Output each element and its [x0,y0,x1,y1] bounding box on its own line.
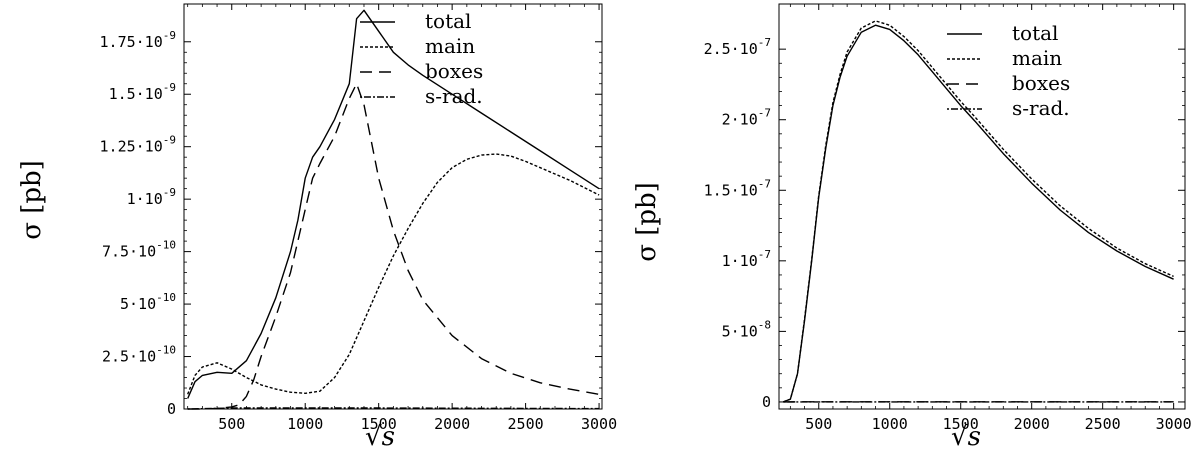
y-tick-exponent: -7 [758,177,771,190]
legend-label: main [425,34,475,58]
x-tick-label: 1500 [361,415,397,433]
x-tick-label: 1000 [287,415,323,433]
y-tick-exponent: -7 [758,36,771,49]
y-tick-exponent: -10 [156,239,176,252]
y-tick-exponent: -9 [163,29,176,42]
y-axis-label: σ [pb] [17,160,47,240]
legend-label: main [1012,46,1062,70]
legend-label: boxes [1012,71,1070,95]
plot-frame [778,3,1186,410]
y-tick-mantissa: 5·10 [120,295,156,313]
y-tick-exponent: -8 [758,318,771,331]
y-tick-label: 1·10-7 [722,248,771,270]
x-tick-label: 500 [218,415,245,433]
y-tick-label: 0 [167,400,176,418]
y-tick-mantissa: 0 [762,393,771,411]
y-tick-label: 1.75·10-9 [100,29,176,51]
y-tick-label: 1·10-9 [127,186,176,208]
series-line-srad [187,407,600,410]
y-tick-mantissa: 1.25·10 [100,138,163,156]
y-tick-exponent: -9 [163,81,176,94]
x-axis-label: √s [951,422,981,452]
y-tick-exponent: -9 [163,134,176,147]
y-tick-mantissa: 1.5·10 [109,85,163,103]
y-tick-exponent: -10 [156,291,176,304]
legend-label: s-rad. [425,84,483,108]
y-tick-mantissa: 5·10 [722,322,758,340]
y-tick-mantissa: 2.5·10 [704,40,758,58]
series-line-main [187,153,600,395]
x-tick-label: 3000 [1156,415,1192,433]
y-tick-exponent: -9 [163,186,176,199]
legend-label: s-rad. [1012,96,1070,120]
y-tick-label: 2.5·10-7 [704,36,771,58]
y-tick-mantissa: 0 [167,400,176,418]
y-axis-label: σ [pb] [632,182,662,262]
x-tick-label: 500 [805,415,832,433]
y-tick-label: 2.5·10-10 [102,344,176,366]
y-tick-label: 1.5·10-7 [704,177,771,199]
plot-frame [183,3,603,410]
y-tick-label: 2·10-7 [722,107,771,129]
x-tick-label: 1500 [943,415,979,433]
y-tick-mantissa: 7.5·10 [102,243,156,261]
y-tick-label: 1.5·10-9 [109,81,176,103]
series-line-boxes [187,82,600,410]
series-line-total [187,9,600,399]
x-tick-label: 1000 [872,415,908,433]
y-tick-label: 5·10-10 [120,291,176,313]
legend-label: total [1012,21,1058,45]
x-tick-label: 3000 [581,415,617,433]
x-tick-label: 2000 [434,415,470,433]
y-tick-mantissa: 1·10 [127,190,163,208]
y-tick-mantissa: 1.5·10 [704,181,758,199]
y-tick-exponent: -10 [156,344,176,357]
legend-label: boxes [425,59,483,83]
y-tick-label: 1.25·10-9 [100,134,176,156]
x-tick-label: 2500 [508,415,544,433]
left-chart: 500 1000 1500 2000 2500 300002.5·10-105·10-10… [17,3,617,452]
x-tick-label: 2500 [1085,415,1121,433]
y-tick-mantissa: 2·10 [722,111,758,129]
x-tick-label: 2000 [1014,415,1050,433]
y-tick-label: 7.5·10-10 [102,239,176,261]
series-line-total [783,24,1174,403]
y-tick-mantissa: 2.5·10 [102,348,156,366]
y-tick-label: 0 [762,393,771,411]
y-tick-mantissa: 1.75·10 [100,33,163,51]
legend-label: total [425,9,471,33]
y-tick-exponent: -7 [758,107,771,120]
right-chart: 500 1000 1500 2000 2500 300005·10-81·10-71.5·… [632,3,1192,452]
y-tick-exponent: -7 [758,248,771,261]
series-line-main [783,20,1174,403]
y-tick-mantissa: 1·10 [722,252,758,270]
x-axis-label: √s [365,422,395,452]
y-tick-label: 5·10-8 [722,318,771,340]
